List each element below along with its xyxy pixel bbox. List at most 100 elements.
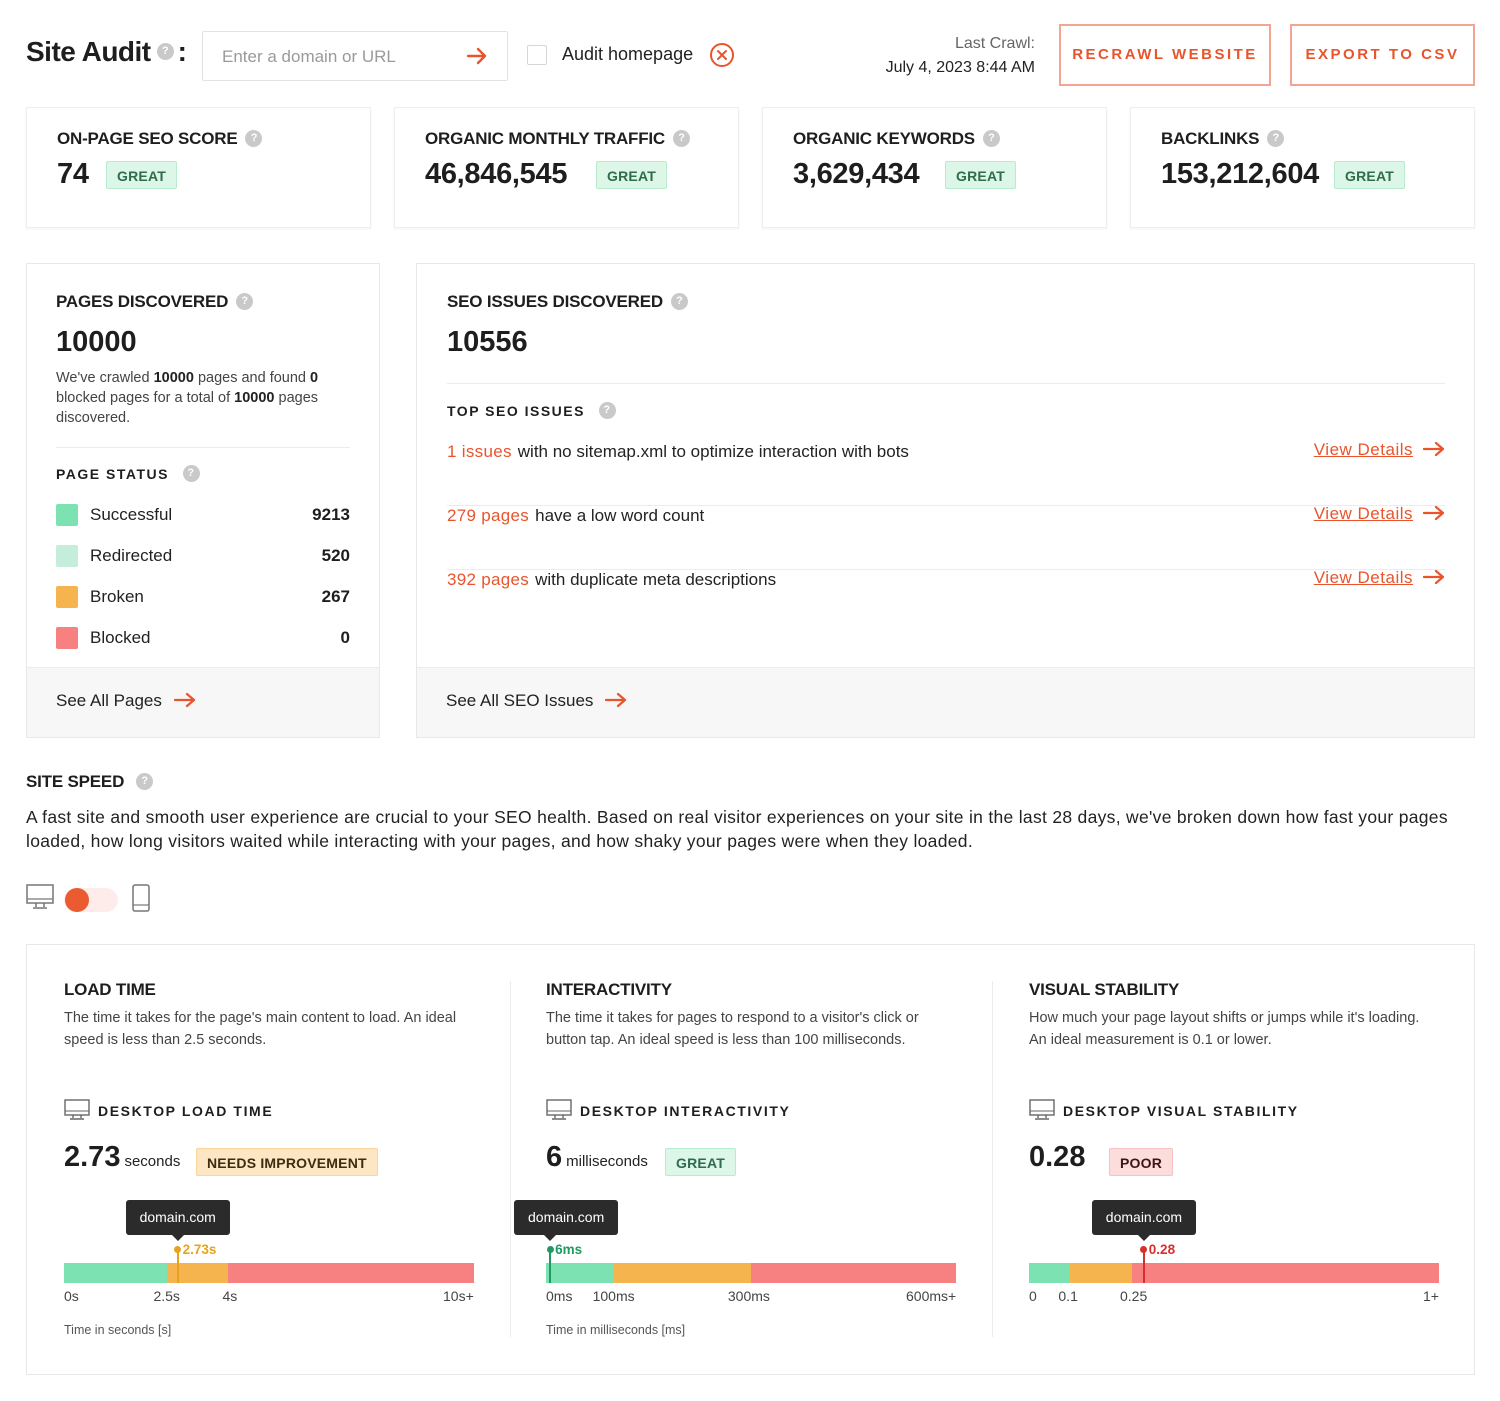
desktop-icon [1029, 1099, 1055, 1120]
device-toggle[interactable] [64, 888, 118, 912]
metric-value: 0.28 [1029, 1141, 1089, 1174]
export-csv-button[interactable]: EXPORT TO CSV [1290, 24, 1475, 86]
help-icon[interactable]: ? [1267, 130, 1285, 148]
pages-count: 10000 [56, 326, 137, 358]
value-pin-dot [174, 1246, 182, 1253]
value-pin-dot [546, 1246, 554, 1253]
view-details-text: View Details [1313, 568, 1413, 587]
axis-tick-label: 100ms [592, 1288, 635, 1304]
desc-text: blocked pages for a total of [56, 390, 235, 406]
axis-tick-label: 300ms [727, 1288, 770, 1304]
help-icon[interactable]: ? [598, 402, 616, 420]
desktop-icon[interactable] [26, 884, 54, 910]
help-icon[interactable]: ? [156, 43, 174, 61]
view-details-link[interactable]: View Details [1314, 504, 1445, 524]
page-status-label-text: PAGE STATUS [56, 466, 169, 482]
column-divider [992, 981, 993, 1337]
status-row-redirected: Redirected 520 [56, 544, 350, 568]
arrow-right-icon [1422, 441, 1445, 457]
status-badge: POOR [1109, 1148, 1174, 1176]
top-seo-issues-text: TOP SEO ISSUES [447, 403, 585, 419]
metric-unit: seconds [124, 1153, 181, 1170]
desc-text: We've crawled [56, 370, 154, 386]
status-value: 0 [340, 628, 350, 647]
see-all-seo-issues-text: See All SEO Issues [446, 691, 594, 710]
issue-count[interactable]: 279 pages [447, 506, 530, 525]
axis-tick-label: 0ms [546, 1288, 573, 1304]
metric-label-text: DESKTOP INTERACTIVITY [580, 1103, 791, 1119]
domain-search-input[interactable] [222, 45, 462, 69]
metric-title-text: ORGANIC KEYWORDS [793, 129, 975, 148]
speed-scale-bar [546, 1263, 956, 1283]
mobile-icon[interactable] [131, 884, 151, 912]
desc-total: 10000 [234, 390, 275, 406]
metric-title: ORGANIC KEYWORDS? [793, 129, 1000, 149]
column-description: The time it takes for the page's main co… [64, 1010, 457, 1048]
status-swatch [56, 586, 78, 608]
axis-tick-label: 0.1 [1058, 1288, 1078, 1304]
help-icon[interactable]: ? [673, 130, 691, 148]
axis-tick-label: 1+ [1423, 1288, 1439, 1304]
issue-count[interactable]: 1 issues [447, 442, 512, 461]
status-row-broken: Broken 267 [56, 585, 350, 609]
speed-scale-bar [1029, 1263, 1439, 1283]
help-icon[interactable]: ? [136, 772, 154, 790]
issue-description: with duplicate meta descriptions [535, 570, 777, 589]
good-range-segment [64, 1263, 167, 1283]
column-description: The time it takes for pages to respond t… [546, 1010, 919, 1048]
see-all-seo-issues-link[interactable]: See All SEO Issues [446, 691, 627, 711]
panel-footer: See All SEO Issues [417, 667, 1474, 737]
metric-value: 2.73 seconds [64, 1141, 180, 1174]
status-label: Redirected [90, 546, 173, 565]
metric-number: 6 [546, 1141, 563, 1173]
metric-label-text: DESKTOP VISUAL STABILITY [1063, 1103, 1299, 1119]
axis-tick-label: 4s [222, 1288, 238, 1304]
view-details-text: View Details [1313, 440, 1413, 459]
metric-title-text: ON-PAGE SEO SCORE [57, 129, 238, 148]
recrawl-website-button[interactable]: RECRAWL WEBSITE [1059, 24, 1271, 86]
arrow-right-icon [173, 692, 195, 708]
issue-count[interactable]: 392 pages [447, 570, 530, 589]
seo-issues-panel: SEO ISSUES DISCOVERED? 10556 TOP SEO ISS… [416, 263, 1475, 738]
title-colon: : [177, 36, 187, 67]
axis-tick-label: 0.25 [1120, 1288, 1148, 1304]
view-details-link[interactable]: View Details [1314, 568, 1445, 588]
column-divider [510, 981, 511, 1337]
arrow-right-icon [1422, 569, 1445, 585]
status-row-successful: Successful 9213 [56, 503, 350, 527]
axis-note: Time in milliseconds [ms] [546, 1323, 686, 1337]
domain-tooltip: domain.com [1091, 1200, 1197, 1241]
metric-title-text: BACKLINKS [1161, 129, 1260, 148]
close-circle-icon[interactable] [709, 42, 735, 68]
column-title: VISUAL STABILITY [1029, 980, 1180, 999]
arrow-right-icon[interactable] [465, 44, 489, 68]
help-icon[interactable]: ? [236, 293, 254, 311]
issue-description: have a low word count [535, 506, 705, 525]
panel-title-text: PAGES DISCOVERED [56, 292, 229, 311]
status-badge: GREAT [1334, 161, 1405, 189]
status-swatch [56, 627, 78, 649]
help-icon[interactable]: ? [982, 130, 1000, 148]
view-details-link[interactable]: View Details [1314, 440, 1445, 460]
audit-homepage-checkbox[interactable] [527, 45, 547, 65]
load-time-column: LOAD TIME The time it takes for the page… [64, 945, 484, 1374]
panel-title: SEO ISSUES DISCOVERED? [447, 292, 688, 312]
help-icon[interactable]: ? [670, 293, 688, 311]
help-icon[interactable]: ? [245, 130, 263, 148]
axis-tick-label: 600ms+ [906, 1288, 957, 1304]
metric-card-backlinks: BACKLINKS? 153,212,604 GREAT [1130, 107, 1475, 228]
top-seo-issues-label: TOP SEO ISSUES? [447, 402, 616, 420]
poor-range-segment [228, 1263, 474, 1283]
help-icon[interactable]: ? [182, 465, 200, 483]
desc-text: pages and found [193, 370, 311, 386]
metric-card-organic-traffic: ORGANIC MONTHLY TRAFFIC? 46,846,545 GREA… [394, 107, 739, 228]
page-title: Site Audit?: [26, 36, 187, 68]
status-value: 267 [321, 587, 350, 606]
see-all-pages-link[interactable]: See All Pages [56, 691, 196, 711]
value-pin-line [1142, 1250, 1145, 1283]
status-badge: GREAT [596, 161, 667, 189]
domain-search-box [202, 31, 508, 81]
value-pin-line [549, 1250, 552, 1283]
interactivity-column: INTERACTIVITY The time it takes for page… [514, 945, 966, 1374]
divider [56, 447, 350, 448]
